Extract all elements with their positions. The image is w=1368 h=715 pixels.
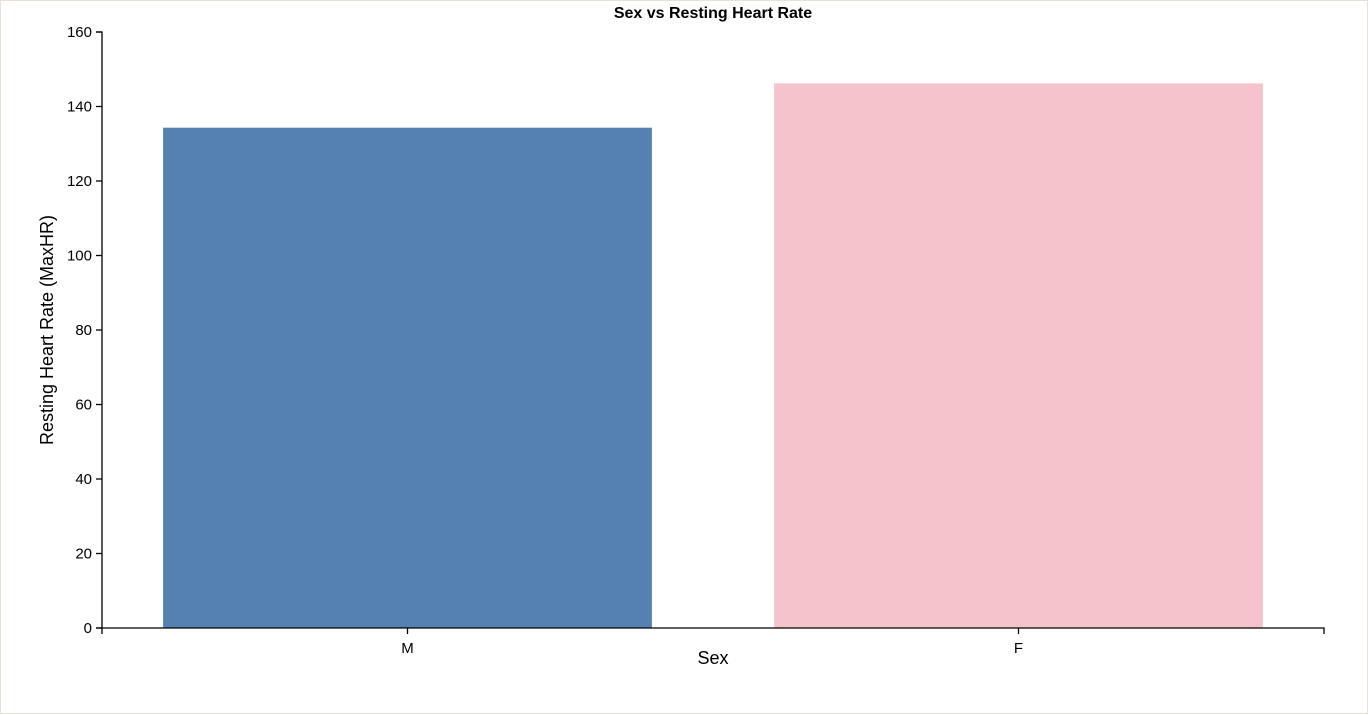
bars-group: [163, 83, 1263, 628]
x-tick-label-f: F: [1014, 640, 1023, 657]
x-axis-line: [101, 627, 1325, 634]
y-tick-label-80: 80: [75, 322, 92, 339]
x-tick-label-m: M: [401, 640, 414, 657]
y-tick-label-120: 120: [67, 173, 92, 190]
y-tick-label-140: 140: [67, 99, 92, 116]
y-tick-label-160: 160: [67, 24, 92, 41]
bar-m: [163, 127, 652, 628]
y-tick-label-20: 20: [75, 546, 92, 563]
y-axis: 0 20 40 60 80 100 120 140 160: [67, 24, 103, 637]
y-tick-label-60: 60: [75, 397, 92, 414]
chart-title: Sex vs Resting Heart Rate: [614, 5, 812, 22]
x-axis-label: Sex: [697, 648, 728, 668]
bar-f: [774, 83, 1263, 628]
y-tick-label-0: 0: [84, 620, 92, 637]
y-tick-label-40: 40: [75, 471, 92, 488]
y-tick-label-100: 100: [67, 248, 92, 265]
y-axis-label: Resting Heart Rate (MaxHR): [37, 215, 57, 445]
